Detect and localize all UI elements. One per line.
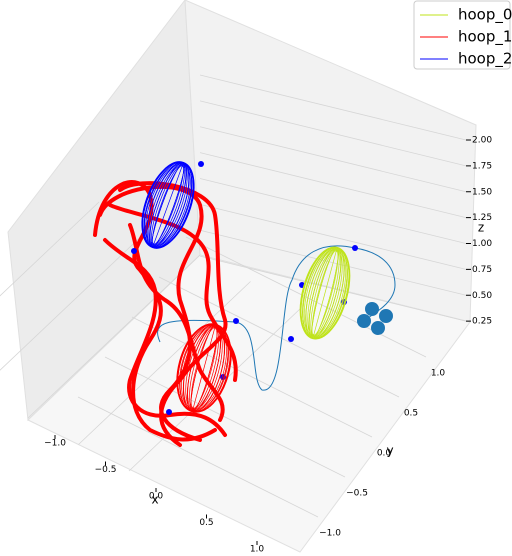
z-tick-label: 1.00: [472, 239, 492, 249]
y-tick-label: 1.0: [431, 369, 446, 379]
x-tick-label: −1.0: [44, 439, 66, 449]
legend-label: hoop_2: [458, 50, 512, 69]
x-tick-label: 0.5: [199, 518, 213, 528]
y-tick-label: −1.0: [319, 529, 341, 539]
z-tick-label: 0.50: [472, 291, 492, 301]
legend-label: hoop_0: [458, 6, 512, 25]
x-tick-label: −0.5: [95, 465, 117, 475]
panes: [8, 0, 476, 552]
chart: −1.0−0.50.00.51.0−1.0−0.50.00.51.00.250.…: [0, 0, 512, 556]
x-axis-label: x: [151, 493, 158, 507]
legend: hoop_0 hoop_1 hoop_2: [414, 1, 512, 69]
x-tick-label: 1.0: [250, 545, 265, 555]
legend-label: hoop_1: [458, 28, 512, 47]
y-axis-label: y: [386, 444, 393, 458]
z-tick-label: 1.75: [472, 161, 492, 171]
z-tick-label: 0.25: [472, 317, 492, 327]
y-tick-label: 0.5: [404, 409, 418, 419]
z-tick-label: 0.75: [472, 265, 492, 275]
z-tick-label: 2.00: [472, 136, 492, 146]
z-axis-label: z: [478, 221, 484, 235]
y-tick-label: −0.5: [346, 489, 368, 499]
z-tick-label: 1.50: [472, 187, 492, 197]
